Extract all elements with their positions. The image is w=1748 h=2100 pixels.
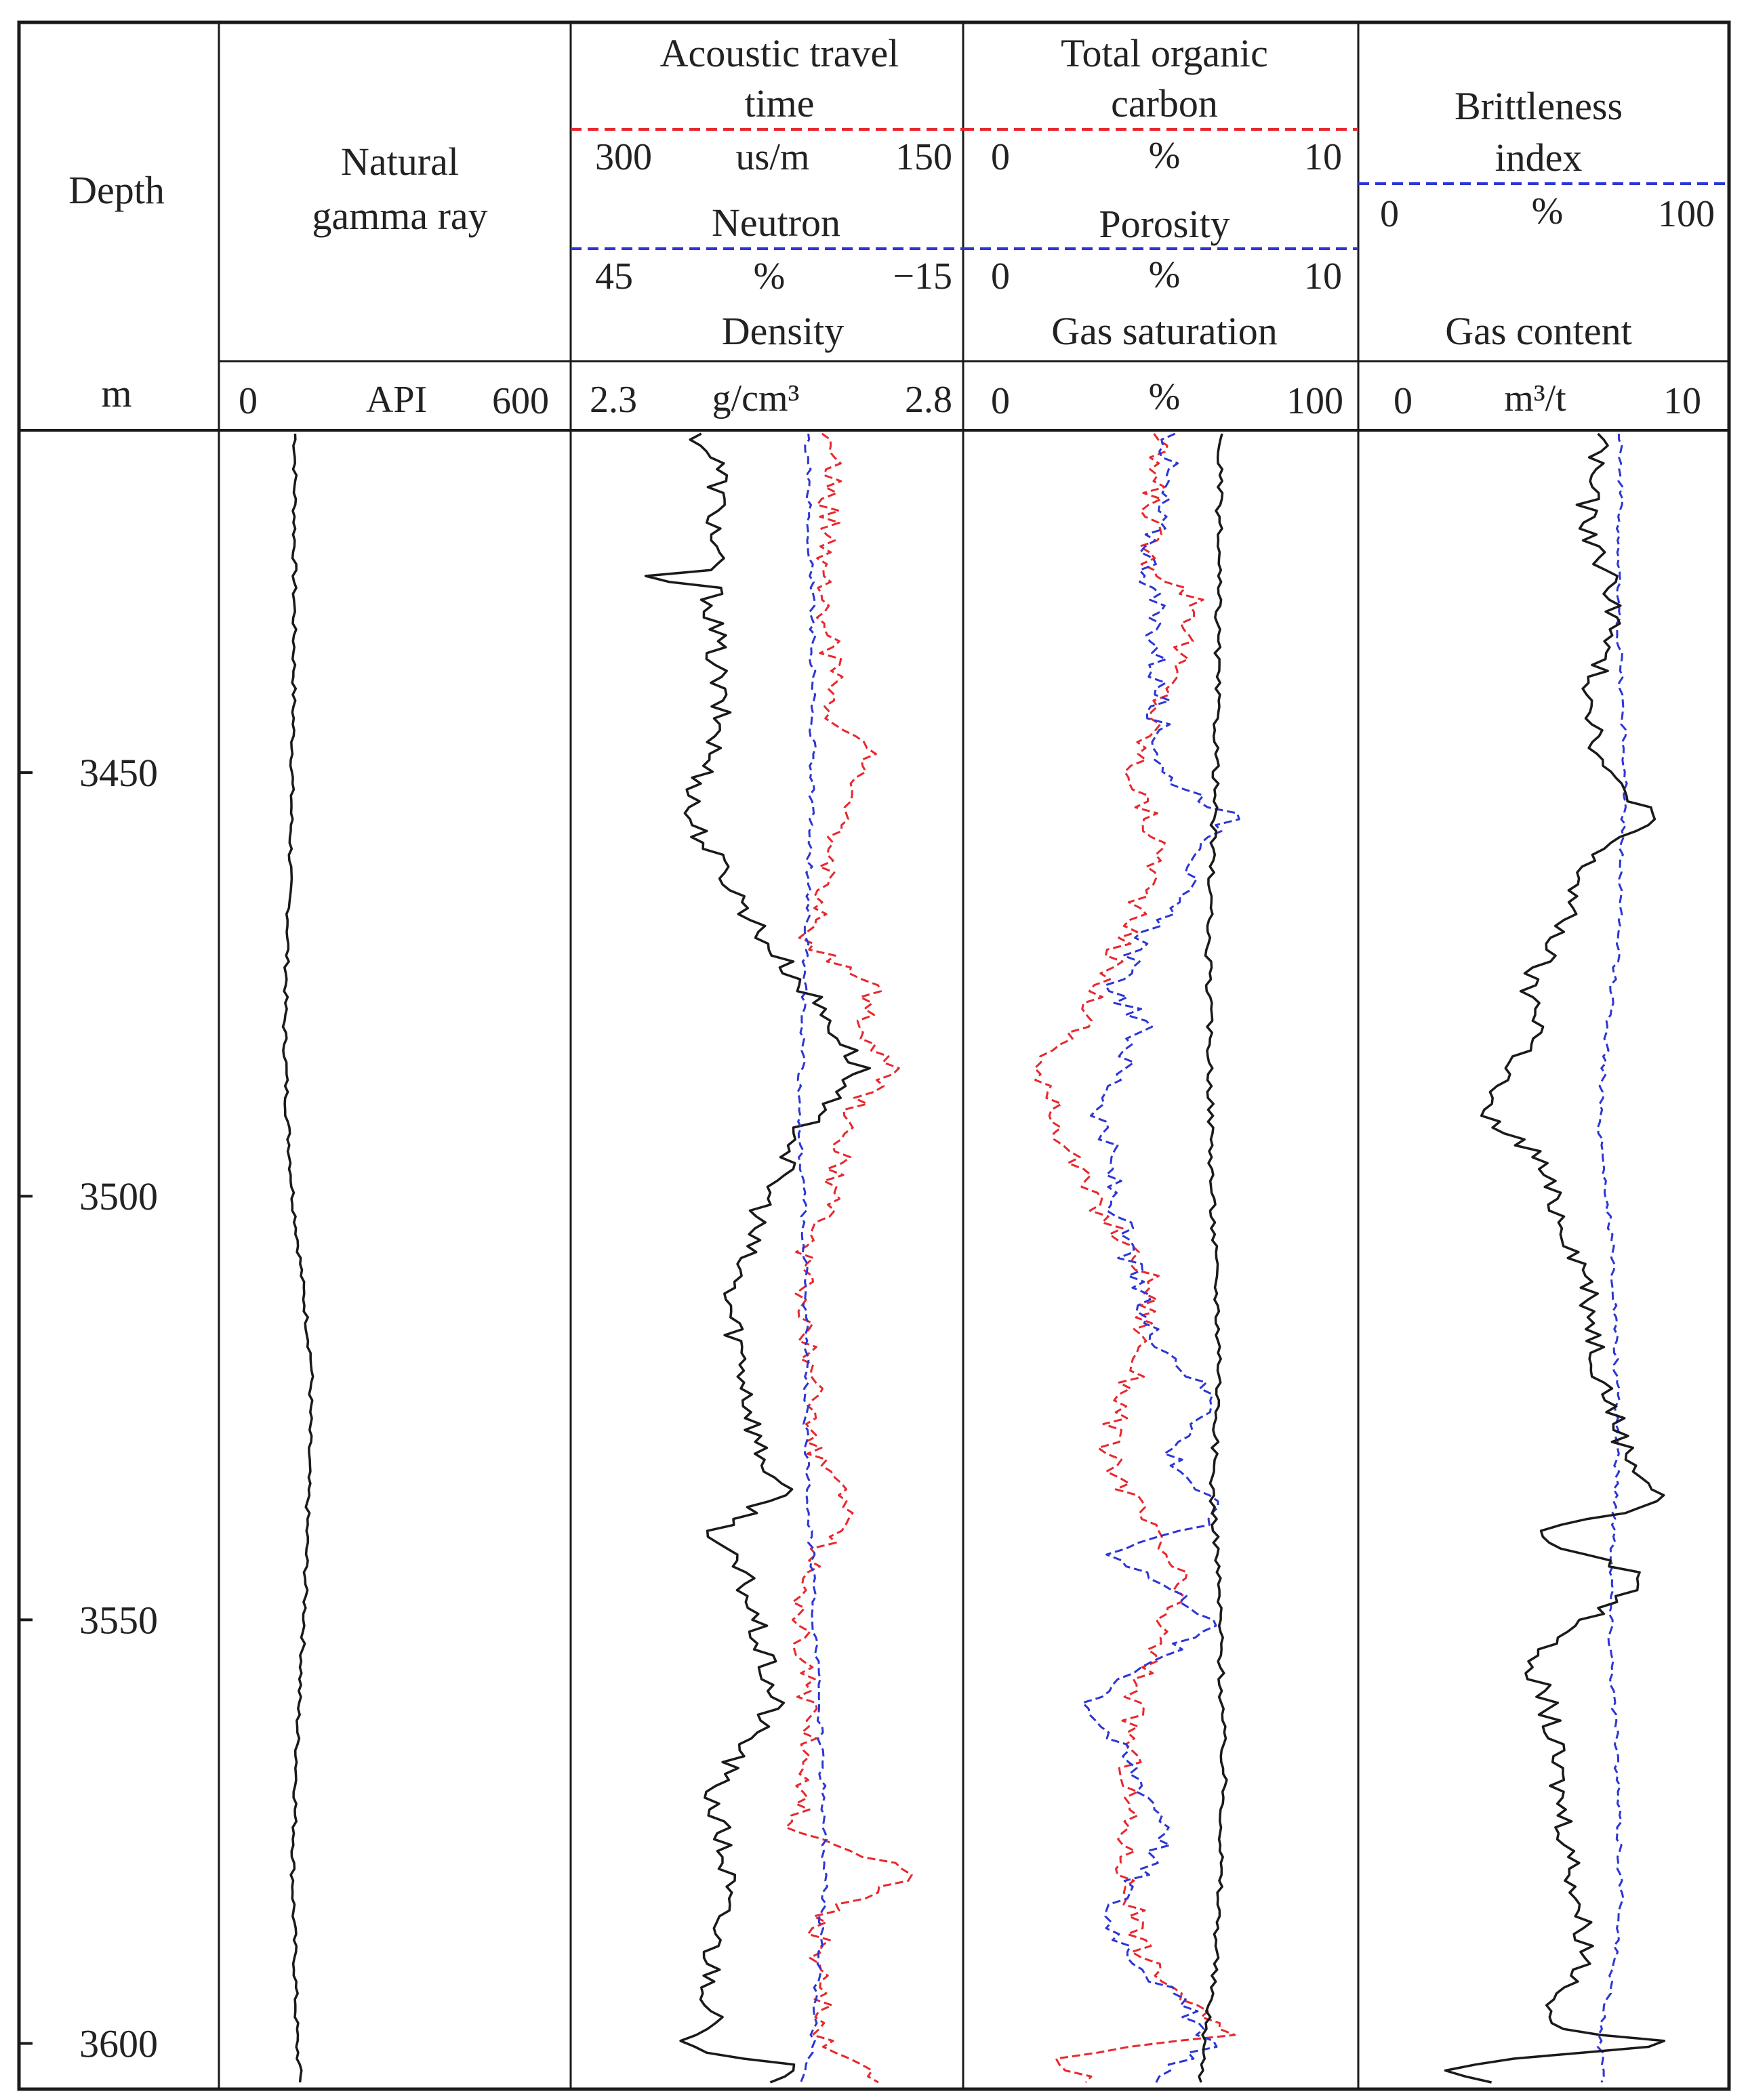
- cnl-scale-min: 45: [595, 255, 633, 297]
- toc-title-line2: carbon: [1111, 81, 1218, 125]
- curve-brittleness-index: [1596, 433, 1628, 2083]
- bi-scale-unit: %: [1532, 190, 1564, 232]
- curve-neutron: [796, 433, 828, 2083]
- curve-gas-saturation: [1198, 433, 1228, 2083]
- depth-axis: 3450 3500 3550 3600: [19, 751, 158, 2065]
- den-title: Density: [722, 309, 844, 353]
- ac-scale-unit: us/m: [736, 136, 810, 178]
- den-scale-min: 2.3: [590, 379, 637, 421]
- depth-tick-label: 3500: [79, 1174, 158, 1218]
- gas-scale-max: 10: [1663, 380, 1701, 422]
- bi-title-line2: index: [1495, 136, 1583, 180]
- den-scale-unit: g/cm³: [712, 377, 800, 419]
- por-scale-max: 10: [1304, 255, 1342, 297]
- frame: [17, 20, 1731, 2091]
- toc-scale-unit: %: [1149, 135, 1181, 177]
- por-title: Porosity: [1099, 202, 1229, 246]
- gamma-title-line1: Natural: [341, 140, 459, 184]
- den-scale-max: 2.8: [905, 379, 952, 421]
- bi-title-line1: Brittleness: [1455, 84, 1623, 128]
- depth-unit: m: [101, 371, 131, 415]
- cnl-scale-unit: %: [754, 255, 786, 297]
- gamma-scale-unit: API: [366, 379, 427, 421]
- gamma-scale-min: 0: [239, 380, 258, 422]
- bi-scale-min: 0: [1380, 193, 1399, 235]
- gas-scale-min: 0: [1394, 380, 1412, 422]
- depth-tick-label: 3600: [79, 2021, 158, 2065]
- ac-title-line1: Acoustic travel: [660, 31, 899, 75]
- sg-scale-unit: %: [1149, 376, 1181, 418]
- curve-density: [644, 432, 872, 2084]
- curve-porosity: [1081, 432, 1240, 2083]
- sg-scale-max: 100: [1286, 380, 1343, 422]
- gamma-title-line2: gamma ray: [312, 194, 487, 238]
- curve-gas-content: [1444, 432, 1666, 2084]
- depth-tick-label: 3450: [79, 751, 158, 795]
- gas-title: Gas content: [1445, 309, 1631, 353]
- ac-title-line2: time: [744, 81, 814, 125]
- toc-scale-min: 0: [991, 136, 1010, 178]
- toc-title-line1: Total organic: [1061, 31, 1268, 75]
- curve-total-organic-carbon: [1034, 433, 1236, 2083]
- gas-scale-unit: m³/t: [1504, 377, 1566, 419]
- gamma-scale-max: 600: [492, 380, 549, 422]
- depth-title: Depth: [68, 168, 165, 212]
- curve-acoustic-travel-time: [785, 432, 913, 2084]
- sg-scale-min: 0: [991, 380, 1010, 422]
- curve-natural-gamma-ray: [281, 433, 314, 2083]
- ac-scale-min: 300: [595, 136, 652, 178]
- toc-scale-max: 10: [1304, 136, 1342, 178]
- log-curves: [281, 432, 1666, 2084]
- bi-scale-max: 100: [1658, 193, 1715, 235]
- cnl-scale-max: −15: [893, 255, 952, 297]
- outer-border: [17, 20, 1731, 2091]
- por-scale-unit: %: [1149, 254, 1181, 296]
- depth-tick-label: 3550: [79, 1598, 158, 1642]
- por-scale-min: 0: [991, 255, 1010, 297]
- sg-title: Gas saturation: [1051, 309, 1277, 353]
- cnl-title: Neutron: [712, 201, 840, 245]
- ac-scale-max: 150: [895, 136, 952, 178]
